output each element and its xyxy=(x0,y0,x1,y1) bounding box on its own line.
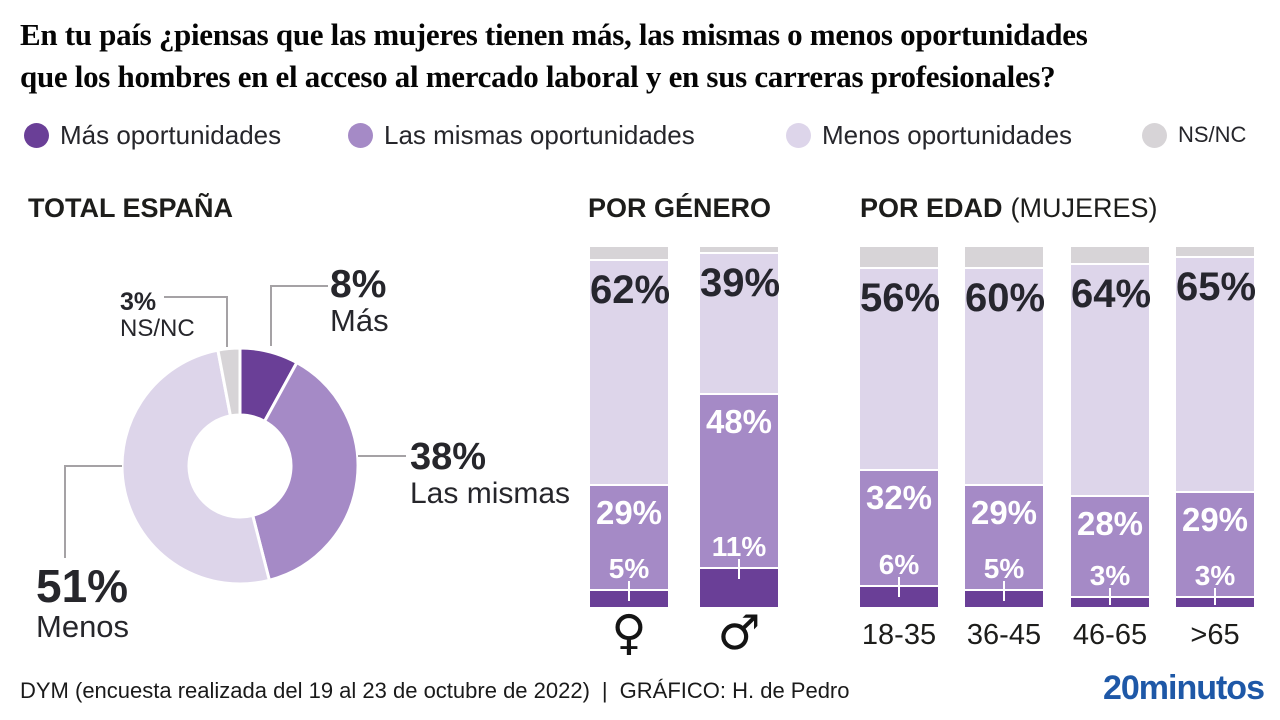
footer-credit: GRÁFICO: H. de Pedro xyxy=(619,678,850,703)
donut-callout-menos: 51% Menos xyxy=(36,562,129,643)
bar-label-mas: 5% xyxy=(983,552,1025,584)
bar-label-menos: 65% xyxy=(1176,264,1257,309)
bar-segment-menos xyxy=(1071,263,1149,495)
bar-label-mas: 11% xyxy=(711,531,767,563)
section-title-por-edad-main: POR EDAD xyxy=(860,193,1003,223)
bar-segment-mismas xyxy=(590,483,668,589)
bar-label-mismas: 32% xyxy=(865,479,933,517)
callout-line-mismas xyxy=(358,455,406,457)
bar-label-mismas: 29% xyxy=(970,493,1038,531)
callout-line-menos-horizontal xyxy=(64,465,122,467)
legend-dot-menos xyxy=(786,122,811,148)
callout-line-nsnc-horizontal xyxy=(164,296,228,298)
donut-segment-menos xyxy=(120,348,272,586)
callout-line-mas-horizontal xyxy=(270,285,328,287)
bar-tick-mas xyxy=(1214,588,1216,605)
bar-category-label: ♂ xyxy=(717,605,761,661)
legend-label-menos: Menos oportunidades xyxy=(822,119,1073,150)
callout-line-mas-vertical xyxy=(270,285,272,346)
donut-callout-mas: 8% Más xyxy=(330,263,389,338)
bar-segment-mismas xyxy=(860,469,938,586)
donut-callout-menos-name: Menos xyxy=(36,609,130,644)
bar-category-label: 18-35 xyxy=(861,619,937,651)
bar-segment-menos xyxy=(590,259,668,484)
legend-label-mismas: Las mismas oportunidades xyxy=(384,119,695,150)
donut-callout-mas-name: Más xyxy=(330,303,389,338)
bar-segment-menos xyxy=(700,252,778,394)
bar-segment-mismas xyxy=(965,483,1043,589)
bar-tick-mas xyxy=(1109,588,1111,605)
bar-label-mismas: 29% xyxy=(595,493,663,531)
legend-item-menos: Menos oportunidades xyxy=(786,119,1073,150)
donut-callout-mismas-name: Las mismas xyxy=(410,477,571,510)
bar-label-menos: 64% xyxy=(1071,272,1152,317)
bar-category-label: 46-65 xyxy=(1072,619,1148,651)
section-title-total-espana: TOTAL ESPAÑA xyxy=(28,193,234,223)
bar-segment-mismas xyxy=(1176,491,1254,597)
bar-segment-mismas xyxy=(1071,494,1149,597)
callout-line-menos-vertical xyxy=(64,465,66,558)
legend-item-mismas: Las mismas oportunidades xyxy=(348,119,695,150)
bar-label-menos: 39% xyxy=(700,261,781,306)
page-title: En tu país ¿piensas que las mujeres tien… xyxy=(20,14,1088,98)
bar-tick-mas xyxy=(1003,580,1005,601)
bar-label-mismas: 48% xyxy=(705,403,773,441)
footer-separator: | xyxy=(601,678,608,703)
legend-item-mas: Más oportunidades xyxy=(24,119,282,150)
bar-segment-nsnc xyxy=(860,245,938,267)
donut-callout-mismas: 38% Las mismas xyxy=(410,437,570,510)
donut-segment-nsnc xyxy=(216,346,242,418)
bar-segment-nsnc xyxy=(1176,245,1254,256)
title-line-2: que los hombres en el acceso al mercado … xyxy=(20,59,1056,94)
donut-callout-nsnc-name: NS/NC xyxy=(120,315,195,342)
bar-category-label: ♀ xyxy=(611,605,647,661)
callout-line-nsnc-vertical xyxy=(226,296,228,347)
section-title-por-edad-sub: (MUJERES) xyxy=(1010,193,1158,223)
donut-chart xyxy=(120,346,360,586)
legend-label-mas: Más oportunidades xyxy=(60,119,282,150)
donut-segment-mismas xyxy=(250,360,360,583)
bar-category-label: 36-45 xyxy=(966,619,1042,651)
footer-source: DYM (encuesta realizada del 19 al 23 de … xyxy=(20,678,590,703)
bar-label-mas: 5% xyxy=(608,552,650,584)
legend-dot-mismas xyxy=(348,122,373,148)
legend-item-nsnc: NS/NC xyxy=(1142,122,1246,148)
bar-segment-nsnc xyxy=(1071,245,1149,264)
bar-category-label: >65 xyxy=(1190,619,1240,651)
bar-segment-nsnc xyxy=(700,245,778,253)
bar-segment-nsnc xyxy=(965,245,1043,267)
donut-callout-mas-value: 8% xyxy=(330,263,387,306)
bar-label-mismas: 28% xyxy=(1076,504,1144,542)
bar-label-menos: 62% xyxy=(590,268,671,313)
bar-tick-mas xyxy=(628,580,630,601)
bar-segment-menos xyxy=(965,266,1043,484)
donut-callout-mismas-value: 38% xyxy=(410,436,487,478)
legend-dot-nsnc xyxy=(1142,122,1167,148)
bar-label-menos: 56% xyxy=(860,275,941,320)
section-title-por-genero: POR GÉNERO xyxy=(588,193,772,223)
bar-segment-menos xyxy=(860,266,938,470)
footer-source-line: DYM (encuesta realizada del 19 al 23 de … xyxy=(20,678,850,704)
bar-tick-mas xyxy=(898,577,900,598)
bar-segment-nsnc xyxy=(590,245,668,260)
bar-label-menos: 60% xyxy=(965,275,1046,320)
bar-segment-mismas xyxy=(700,393,778,568)
bar-label-mas: 3% xyxy=(1194,560,1236,592)
bar-label-mismas: 29% xyxy=(1181,501,1249,539)
donut-callout-nsnc: 3% NS/NC xyxy=(120,289,195,342)
bar-label-mas: 3% xyxy=(1089,560,1131,592)
section-title-por-edad: POR EDAD (MUJERES) xyxy=(860,193,1158,224)
donut-callout-nsnc-value: 3% xyxy=(120,288,157,316)
donut-callout-menos-value: 51% xyxy=(36,560,129,612)
title-line-1: En tu país ¿piensas que las mujeres tien… xyxy=(20,17,1088,52)
bar-tick-mas xyxy=(738,559,740,580)
legend-dot-mas xyxy=(24,122,49,148)
bar-label-mas: 6% xyxy=(878,549,920,581)
bar-segment-menos xyxy=(1176,255,1254,492)
logo-20minutos: 20minutos xyxy=(1102,669,1265,707)
legend-label-nsnc: NS/NC xyxy=(1178,122,1247,147)
